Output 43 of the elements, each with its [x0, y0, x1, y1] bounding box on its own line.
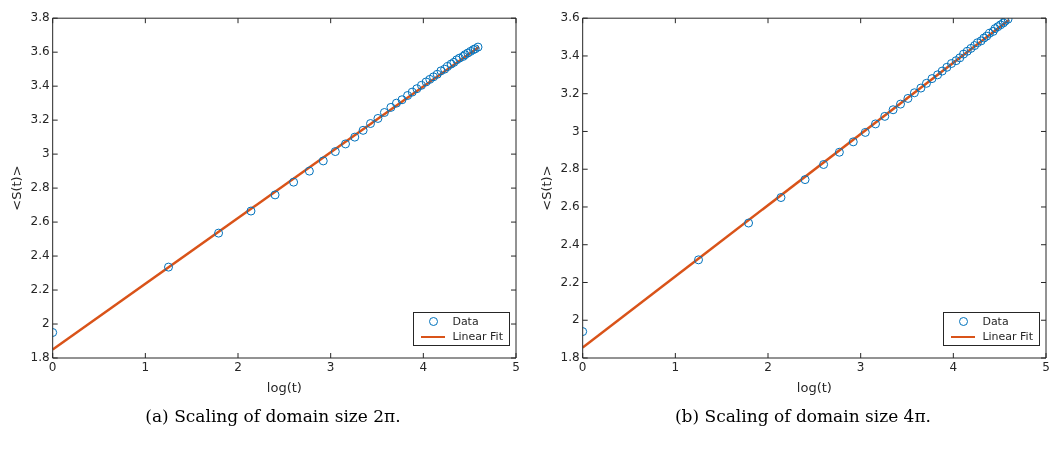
x-tick-label: 3: [856, 360, 865, 375]
y-tick-label: 2.6: [560, 199, 580, 214]
y-axis-title: <S(t)>: [539, 165, 555, 211]
y-tick-label: 3.4: [560, 48, 580, 63]
x-tick-label: 5: [1042, 360, 1050, 375]
y-tick-label: 2: [572, 312, 580, 327]
legend-label: Linear Fit: [982, 330, 1033, 343]
y-tick-label: 2.4: [30, 248, 50, 263]
x-tick-label: 2: [234, 360, 242, 375]
y-tick-label: 3.6: [560, 10, 580, 25]
y-tick-label: 2.8: [560, 161, 580, 176]
x-tick-label: 3: [326, 360, 335, 375]
y-tick-label: 2.2: [560, 274, 580, 289]
y-tick-label: 3.2: [560, 85, 580, 100]
legend-label: Data: [982, 315, 1009, 328]
y-tick-label: 2.6: [30, 214, 50, 229]
y-axis-title: <S(t)>: [9, 165, 25, 211]
y-tick-label: 2: [42, 316, 50, 331]
y-tick-label: 3.8: [30, 10, 50, 25]
y-tick-label: 3.4: [30, 78, 50, 93]
x-tick-label: 1: [141, 360, 150, 375]
y-tick-label: 1.8: [560, 350, 580, 365]
legend-label: Linear Fit: [452, 330, 503, 343]
x-tick-label: 0: [48, 360, 57, 375]
y-tick-label: 2.2: [30, 282, 50, 297]
y-tick-label: 3.6: [30, 44, 50, 59]
y-tick-label: 3.2: [30, 112, 50, 127]
x-tick-label: 1: [671, 360, 680, 375]
x-axis-title: log(t): [796, 379, 832, 395]
legend-label: Data: [452, 315, 479, 328]
y-tick-label: 3: [572, 123, 580, 138]
y-tick-label: 2.8: [30, 180, 50, 195]
y-tick-label: 2.4: [560, 236, 580, 251]
x-axis-title: log(t): [266, 379, 302, 395]
x-tick-label: 4: [949, 360, 958, 375]
text: (a) Scaling of domain size 2π.: [144, 406, 402, 426]
y-tick-label: 1.8: [30, 350, 50, 365]
x-tick-label: 4: [419, 360, 428, 375]
x-tick-label: 2: [764, 360, 772, 375]
text: (b) Scaling of domain size 4π.: [674, 406, 932, 426]
x-tick-label: 0: [578, 360, 587, 375]
x-tick-label: 5: [512, 360, 520, 375]
y-tick-label: 3: [42, 146, 50, 161]
